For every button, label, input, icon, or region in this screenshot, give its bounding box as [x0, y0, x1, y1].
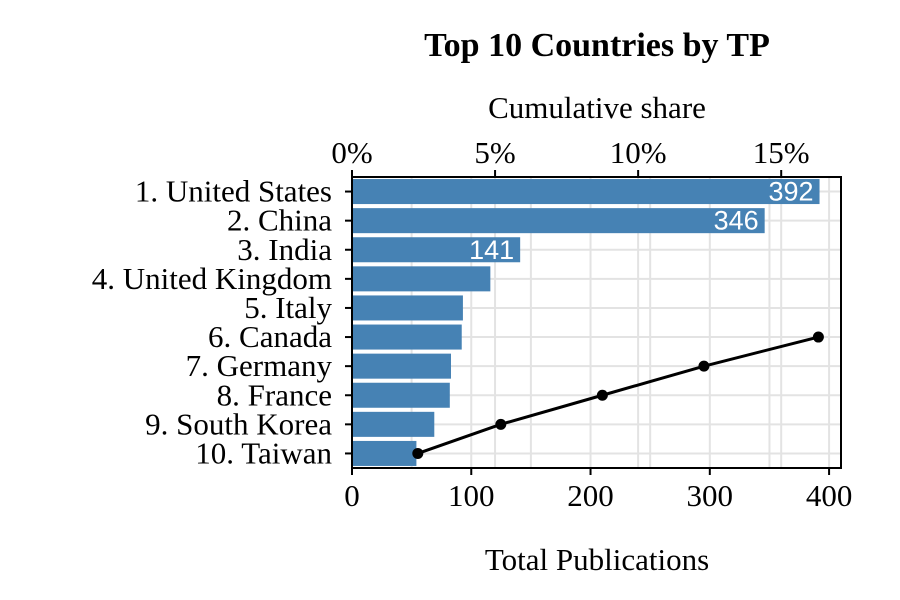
x-axis-label: Total Publications — [485, 542, 709, 577]
bars — [352, 179, 820, 466]
top-tick-label: 15% — [753, 135, 810, 170]
plot-frame — [351, 176, 842, 469]
bar — [352, 382, 450, 408]
cumulative-share-point — [412, 447, 424, 459]
bar — [352, 237, 521, 263]
top-axis-label: Cumulative share — [488, 90, 706, 125]
bar-value-label: 346 — [714, 206, 759, 236]
cumulative-share-point — [698, 360, 710, 372]
bar — [352, 324, 462, 350]
y-tick-label: 8. France — [217, 377, 332, 412]
cumulative-share-point — [812, 331, 824, 343]
x-tick-label: 400 — [806, 478, 853, 513]
y-tick-label: 7. Germany — [186, 348, 333, 383]
y-tick-label: 5. Italy — [244, 290, 332, 325]
y-tick-label: 1. United States — [135, 174, 332, 209]
x-tick-label: 200 — [567, 478, 614, 513]
data-labels: 392 346 141 — [469, 177, 813, 265]
y-tick-label: 10. Taiwan — [195, 435, 332, 470]
bar — [352, 353, 451, 379]
y-tick-label: 9. South Korea — [145, 406, 332, 441]
y-tick-label: 2. China — [227, 203, 332, 238]
cumulative-share-line — [412, 331, 824, 459]
cumulative-share-point — [596, 389, 608, 401]
x-tick-label: 0 — [344, 478, 360, 513]
top-tick-label: 5% — [474, 135, 515, 170]
y-tick-label: 4. United Kingdom — [92, 261, 332, 296]
bar — [352, 179, 820, 205]
top-tick-label: 10% — [610, 135, 667, 170]
y-tick-label: 3. India — [237, 232, 332, 267]
bar — [352, 440, 417, 466]
bar — [352, 266, 491, 292]
bar — [352, 295, 463, 321]
bar — [352, 411, 435, 437]
bar-value-label: 141 — [469, 235, 514, 265]
bar — [352, 208, 765, 234]
bar-value-label: 392 — [768, 177, 813, 207]
chart-title: Top 10 Countries by TP — [424, 27, 770, 64]
x-tick-label: 300 — [687, 478, 734, 513]
top-tick-label: 0% — [331, 135, 372, 170]
x-tick-label: 100 — [448, 478, 495, 513]
cumulative-share-point — [495, 418, 507, 430]
y-tick-label: 6. Canada — [208, 319, 332, 354]
